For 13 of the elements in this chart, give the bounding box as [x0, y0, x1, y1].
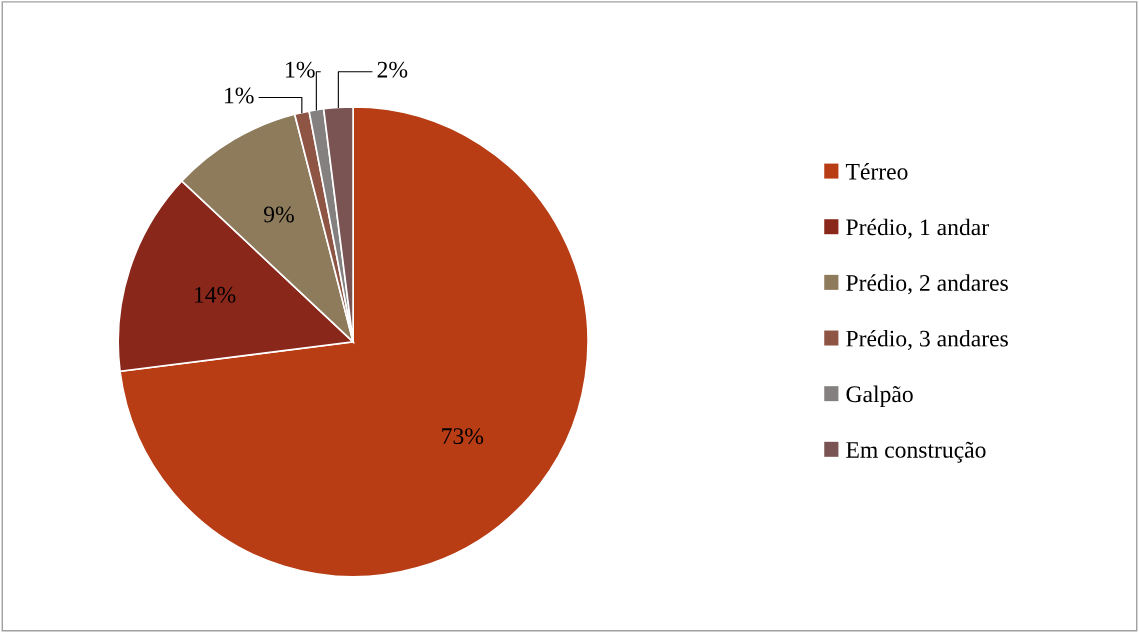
data-label: 73% — [442, 428, 484, 445]
data-label: 1% — [286, 61, 315, 78]
data-label: 1% — [225, 87, 254, 104]
data-label: 9% — [263, 206, 294, 223]
data-label: 2% — [377, 61, 408, 78]
legend-label: Galpão — [846, 385, 913, 408]
legend-label: Prédio, 3 andares — [846, 329, 1008, 350]
legend-label: Em construção — [846, 441, 986, 463]
data-label: 14% — [195, 286, 236, 303]
legend-label: Térreo — [845, 162, 908, 180]
legend-label: Prédio, 1 andar — [846, 218, 989, 239]
pie-slice — [119, 106, 589, 578]
legend-label: Prédio, 2 andares — [846, 274, 1008, 295]
